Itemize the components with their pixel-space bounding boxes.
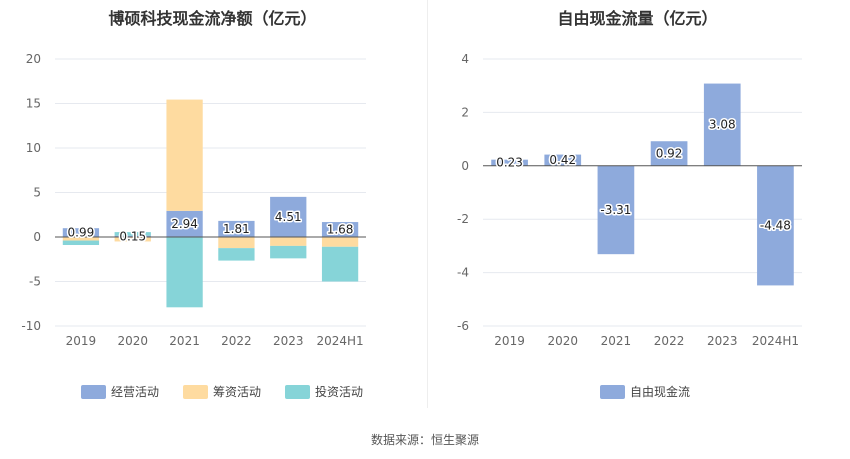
- bar-经营活动-2019: [62, 228, 100, 237]
- bar-投资活动-2024H1: [321, 246, 359, 282]
- y-tick-label: 2: [461, 105, 469, 119]
- bar-自由现金流-2020: [544, 154, 582, 166]
- data-label: -3.31: [600, 203, 631, 217]
- data-label: 0.99: [68, 226, 95, 240]
- data-label: 2.94: [171, 217, 198, 231]
- x-tick-label: 2019: [494, 334, 525, 348]
- x-tick-label: 2023: [707, 334, 738, 348]
- bar-经营活动-2021: [166, 210, 203, 237]
- y-tick-label: 15: [26, 97, 41, 111]
- legend-swatch: [600, 384, 625, 399]
- bar-筹资活动-2020: [114, 237, 151, 242]
- y-tick-label: -10: [21, 319, 41, 333]
- x-tick-label: 2023: [273, 334, 304, 348]
- y-tick-label: -4: [457, 266, 469, 280]
- bar-投资活动-2020: [114, 232, 151, 236]
- x-tick-label: 2024H1: [752, 334, 799, 348]
- legend-label: 筹资活动: [213, 385, 262, 399]
- bar-投资活动-2019: [62, 240, 100, 246]
- data-label: 3.08: [709, 118, 736, 132]
- y-tick-label: 0: [33, 230, 41, 244]
- data-label: 1.68: [327, 223, 354, 237]
- bar-投资活动-2021: [166, 237, 203, 308]
- legend-swatch: [285, 384, 311, 399]
- legend-item[interactable]: 经营活动: [81, 383, 159, 400]
- free-cashflow-chart: 4 2 0 -2 -4 -6 2019 2020 2021 2022 2023 2024H1 0.23 0…: [457, 52, 802, 348]
- bar-筹资活动-2022: [218, 237, 255, 249]
- bar-自由现金流-2022: [650, 141, 688, 166]
- bar-投资活动-2023: [270, 245, 307, 259]
- x-tick-label: 2020: [547, 334, 578, 348]
- legend-item[interactable]: 筹资活动: [183, 383, 261, 400]
- chart-title-free-cashflow: 自由现金流量（亿元）: [557, 9, 718, 28]
- bar-经营活动-2023: [270, 196, 307, 237]
- cashflow-net-legend: 经营活动 筹资活动 投资活动: [81, 383, 387, 400]
- data-label: 1.81: [223, 222, 250, 236]
- y-tick-label: 20: [26, 52, 41, 66]
- y-tick-label: 0: [461, 159, 469, 173]
- x-tick-label: 2019: [66, 334, 97, 348]
- data-label: 0.42: [549, 153, 576, 167]
- bar-自由现金流-2024H1: [757, 165, 794, 286]
- bar-筹资活动-2019: [62, 237, 100, 241]
- data-label: 4.51: [275, 210, 302, 224]
- legend-label: 投资活动: [315, 385, 364, 399]
- bar-经营活动-2020: [114, 235, 151, 237]
- data-label: -4.48: [760, 219, 791, 233]
- legend-item[interactable]: 投资活动: [285, 383, 363, 400]
- x-tick-label: 2022: [654, 334, 685, 348]
- data-label: 0.23: [496, 156, 523, 170]
- x-tick-label: 2021: [169, 334, 200, 348]
- y-tick-label: -5: [29, 275, 41, 289]
- legend-label: 经营活动: [111, 385, 160, 399]
- data-label: 0.15: [119, 229, 146, 243]
- bar-筹资活动-2023: [270, 237, 307, 246]
- y-tick-label: -6: [457, 319, 469, 333]
- bar-投资活动-2022: [218, 248, 255, 261]
- panel-divider: [427, 0, 428, 408]
- x-tick-label: 2024H1: [316, 334, 363, 348]
- legend-swatch: [81, 384, 106, 399]
- free-cashflow-legend: 自由现金流: [600, 383, 714, 400]
- bar-自由现金流-2021: [597, 165, 635, 255]
- y-tick-label: 4: [461, 52, 469, 66]
- data-source-note: 数据来源：恒生聚源: [370, 433, 479, 447]
- cashflow-net-chart: 20 15 10 5 0 -5 -10 2019 2020 2021 2022 2023 2024H1 0…: [21, 52, 366, 348]
- legend-label: 自由现金流: [630, 385, 691, 399]
- bar-筹资活动-2024H1: [321, 237, 359, 247]
- y-tick-label: -2: [457, 212, 469, 226]
- bar-筹资活动-2021: [166, 99, 203, 211]
- data-label: 0.92: [656, 147, 683, 161]
- chart-title-cashflow-net: 博硕科技现金流净额（亿元）: [108, 9, 317, 28]
- y-tick-label: 10: [26, 141, 41, 155]
- x-tick-label: 2020: [117, 334, 148, 348]
- bar-经营活动-2024H1: [321, 222, 359, 237]
- bar-经营活动-2022: [218, 220, 255, 237]
- bar-自由现金流-2023: [703, 83, 741, 166]
- y-tick-label: 5: [33, 186, 41, 200]
- bar-自由现金流-2019: [491, 159, 528, 166]
- legend-swatch: [183, 384, 209, 399]
- x-tick-label: 2022: [221, 334, 252, 348]
- x-tick-label: 2021: [601, 334, 632, 348]
- legend-item[interactable]: 自由现金流: [600, 383, 690, 400]
